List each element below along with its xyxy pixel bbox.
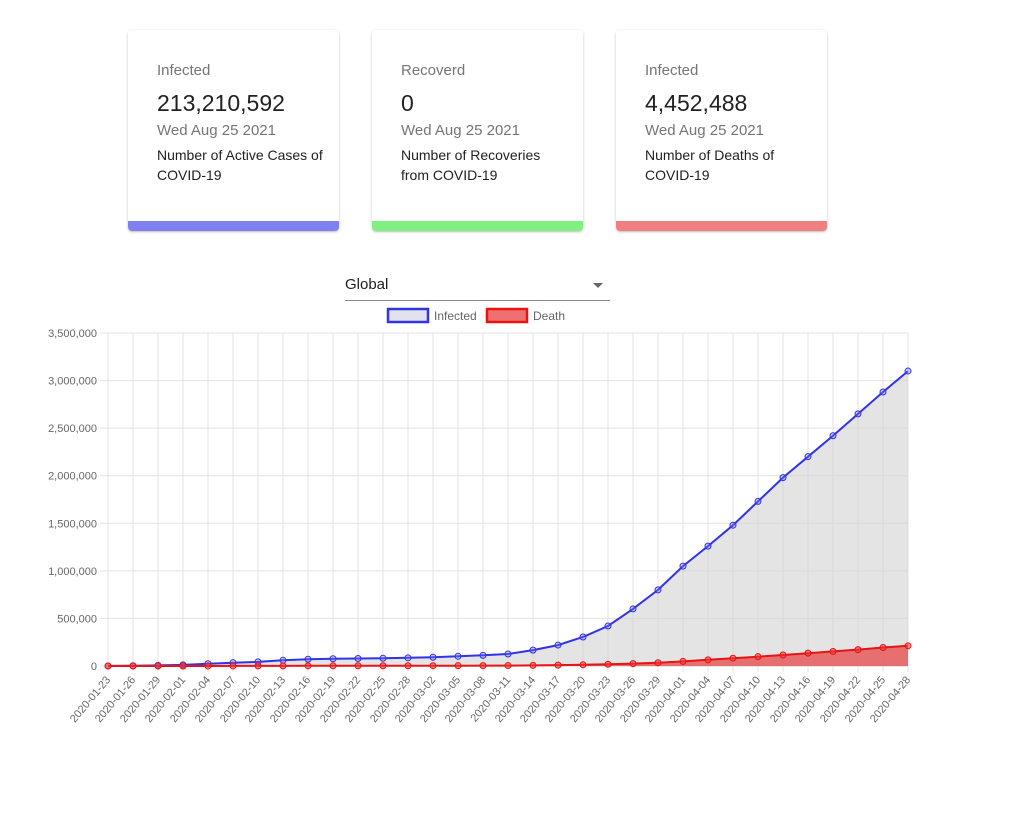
data-point-infected <box>754 497 762 505</box>
recovered-card: Recoverd 0 Wed Aug 25 2021 Number of Rec… <box>372 30 583 231</box>
data-point-infected <box>329 655 337 663</box>
data-point-death <box>754 653 762 661</box>
data-point-death <box>379 662 387 670</box>
data-point-infected <box>804 453 812 461</box>
data-point-death <box>654 659 662 667</box>
legend-swatch-death <box>485 307 529 324</box>
data-point-death <box>879 644 887 652</box>
data-point-death <box>129 662 137 670</box>
y-tick-label: 1,500,000 <box>48 518 97 530</box>
card-value: 213,210,592 <box>157 90 285 116</box>
card-description: Number of Deaths of COVID-19 <box>645 147 775 183</box>
region-select-value: Global <box>345 276 389 293</box>
data-point-death <box>429 662 437 670</box>
card-date: Wed Aug 25 2021 <box>401 122 520 139</box>
data-point-infected <box>454 652 462 660</box>
data-point-death <box>279 662 287 670</box>
data-point-infected <box>879 388 887 396</box>
card-description: Number of Recoveries from COVID-19 <box>401 147 541 183</box>
data-point-death <box>629 660 637 668</box>
data-point-death <box>229 662 237 670</box>
region-select[interactable]: Global <box>345 270 610 301</box>
card-label: Infected <box>645 62 699 79</box>
data-point-death <box>854 646 862 654</box>
y-tick-label: 3,500,000 <box>48 328 97 340</box>
data-point-infected <box>379 654 387 662</box>
data-point-infected <box>854 410 862 418</box>
data-point-death <box>704 656 712 664</box>
data-point-infected <box>654 586 662 594</box>
card-accent-bar <box>372 221 583 231</box>
data-point-death <box>829 647 837 655</box>
infected-card: Infected 213,210,592 Wed Aug 25 2021 Num… <box>128 30 339 231</box>
card-accent-bar <box>128 221 339 231</box>
card-description: Number of Active Cases of COVID-19 <box>157 147 323 183</box>
data-point-death <box>729 654 737 662</box>
data-point-death <box>679 657 687 665</box>
card-label: Infected <box>157 62 211 79</box>
data-point-death <box>104 662 112 670</box>
data-point-infected <box>604 622 612 630</box>
data-point-infected <box>579 633 587 641</box>
data-point-death <box>204 662 212 670</box>
card-accent-bar <box>616 221 827 231</box>
data-point-death <box>404 662 412 670</box>
card-date: Wed Aug 25 2021 <box>157 122 276 139</box>
data-point-death <box>179 662 187 670</box>
data-point-death <box>604 660 612 668</box>
legend-swatch-infected <box>386 307 430 324</box>
data-point-infected <box>704 542 712 550</box>
card-date: Wed Aug 25 2021 <box>645 122 764 139</box>
data-point-death <box>254 662 262 670</box>
card-label: Recoverd <box>401 62 466 79</box>
card-value: 4,452,488 <box>645 90 748 116</box>
series-line-infected <box>107 370 909 667</box>
data-point-death <box>529 661 537 669</box>
deaths-card: Infected 4,452,488 Wed Aug 25 2021 Numbe… <box>616 30 827 231</box>
data-point-death <box>304 662 312 670</box>
data-point-death <box>479 662 487 670</box>
data-point-infected <box>479 651 487 659</box>
data-point-death <box>779 651 787 659</box>
data-point-infected <box>429 653 437 661</box>
data-point-infected <box>304 655 312 663</box>
data-point-infected <box>779 474 787 482</box>
data-point-infected <box>404 654 412 662</box>
data-point-death <box>354 662 362 670</box>
data-point-death <box>554 661 562 669</box>
y-tick-label: 2,500,000 <box>48 423 97 435</box>
series-area-infected <box>108 371 908 666</box>
data-point-infected <box>729 521 737 529</box>
y-tick-label: 500,000 <box>57 613 97 625</box>
y-tick-label: 3,000,000 <box>48 376 97 388</box>
y-tick-label: 2,000,000 <box>48 471 97 483</box>
data-point-death <box>904 642 912 650</box>
data-point-infected <box>554 641 562 649</box>
dropdown-arrow-icon <box>593 283 603 288</box>
y-tick-label: 1,000,000 <box>48 566 97 578</box>
card-value: 0 <box>401 90 414 116</box>
data-point-infected <box>354 654 362 662</box>
legend-label-infected: Infected <box>434 309 477 323</box>
data-point-death <box>329 662 337 670</box>
legend-label-death: Death <box>533 309 565 323</box>
data-point-death <box>504 662 512 670</box>
y-tick-label: 0 <box>91 661 97 673</box>
data-point-infected <box>529 646 537 654</box>
data-point-infected <box>504 650 512 658</box>
data-point-infected <box>679 562 687 570</box>
data-point-infected <box>829 432 837 440</box>
data-point-death <box>804 649 812 657</box>
data-point-infected <box>629 605 637 613</box>
data-point-infected <box>904 367 912 375</box>
data-point-death <box>154 662 162 670</box>
data-point-death <box>579 661 587 669</box>
data-point-death <box>454 662 462 670</box>
